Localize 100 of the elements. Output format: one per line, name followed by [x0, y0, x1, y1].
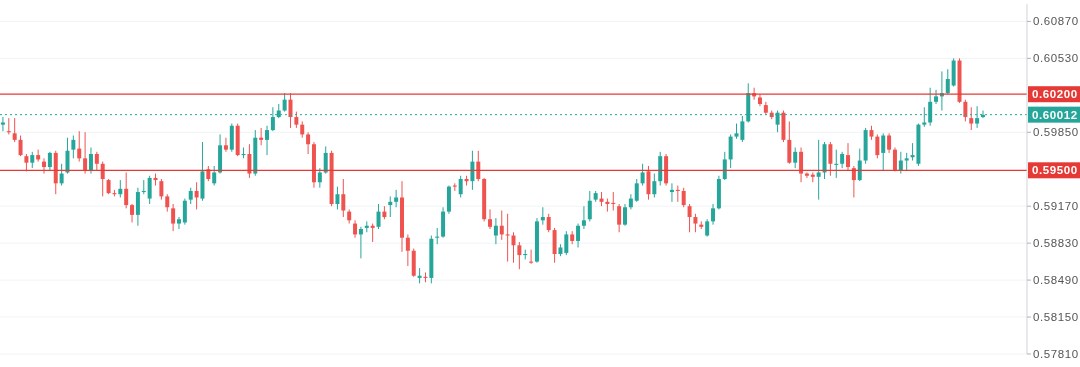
candlestick — [42, 157, 47, 175]
y-tick-label: 0.60870 — [1033, 15, 1079, 28]
candlestick — [945, 68, 950, 95]
candlestick — [652, 173, 657, 198]
candlestick — [177, 216, 181, 230]
candlestick — [36, 149, 41, 163]
candlestick — [628, 193, 633, 210]
candlestick — [159, 178, 164, 201]
candlestick — [77, 130, 82, 163]
candlestick — [141, 179, 146, 195]
candlestick — [288, 92, 293, 129]
candlestick — [499, 210, 504, 241]
candlestick — [587, 190, 592, 222]
candlestick — [47, 151, 52, 171]
candlestick — [394, 189, 399, 208]
candlestick — [405, 233, 410, 267]
candlestick — [388, 195, 393, 218]
candlestick — [787, 120, 792, 165]
candlestick — [816, 139, 821, 201]
candlestick — [581, 205, 586, 230]
candlestick — [423, 271, 428, 283]
y-tick-label: 0.57810 — [1033, 348, 1079, 361]
candlestick — [0, 116, 5, 132]
candlestick — [887, 132, 892, 154]
candlestick — [564, 230, 569, 256]
ref-line-label: 0.59500 — [1032, 164, 1078, 177]
candlestick — [94, 151, 99, 171]
candlestick — [493, 217, 498, 245]
candlestick — [212, 165, 217, 187]
candlestick — [323, 145, 328, 175]
candlestick — [963, 99, 968, 122]
candlestick — [458, 175, 463, 198]
candlestick — [646, 165, 651, 201]
y-tick-label: 0.59850 — [1033, 126, 1079, 139]
candlestick — [857, 148, 862, 182]
y-tick-label: 0.58490 — [1033, 274, 1079, 287]
candlestick — [229, 123, 234, 153]
ref-line-label: 0.60200 — [1032, 88, 1078, 101]
candlestick — [12, 117, 17, 143]
candlestick — [6, 117, 11, 135]
candlestick — [135, 187, 140, 227]
candlestick — [341, 178, 346, 218]
candlestick — [517, 241, 522, 270]
candlestick — [100, 161, 105, 197]
candlestick — [59, 163, 64, 187]
candlestick — [241, 146, 246, 159]
candlestick — [376, 203, 381, 230]
candlestick — [83, 131, 88, 175]
y-tick-label: 0.58830 — [1033, 237, 1079, 250]
candlestick — [182, 198, 187, 226]
y-tick-label: 0.58150 — [1033, 311, 1079, 324]
candlestick — [18, 135, 23, 157]
candlestick — [435, 227, 440, 245]
candlestick — [353, 219, 358, 239]
candlestick — [875, 133, 880, 159]
candlestick — [306, 131, 311, 155]
candlestick — [617, 203, 622, 233]
candlestick — [476, 150, 481, 182]
candlestick — [529, 249, 534, 265]
candlestick — [611, 191, 616, 212]
candlestick — [799, 146, 804, 183]
candlestick — [358, 226, 363, 259]
candlestick — [546, 213, 551, 233]
candlestick — [147, 175, 152, 205]
candlestick — [728, 133, 733, 169]
candlestick — [934, 89, 939, 105]
candlestick — [846, 142, 850, 171]
candlestick — [851, 165, 856, 198]
candlestick — [171, 203, 176, 232]
candlestick — [317, 167, 322, 189]
candlestick — [470, 150, 475, 191]
candlestick — [552, 227, 557, 264]
candlestick — [194, 181, 199, 210]
candlestick — [711, 203, 716, 226]
candlestick — [687, 203, 692, 233]
y-tick-label: 0.60530 — [1033, 52, 1079, 65]
candlestick — [881, 132, 886, 171]
candlestick — [71, 135, 76, 159]
candlestick — [722, 151, 727, 181]
candlestick — [223, 137, 228, 153]
candlestick — [634, 178, 639, 203]
candlestick — [247, 143, 252, 179]
candlestick — [130, 203, 135, 223]
candlestick — [124, 171, 129, 209]
candlestick — [265, 125, 270, 156]
candlestick — [88, 146, 93, 175]
y-tick-label: 0.59170 — [1033, 200, 1079, 213]
candlestick — [675, 185, 680, 203]
candlestick — [623, 203, 627, 227]
candlestick — [640, 163, 645, 187]
candlestick — [576, 223, 581, 248]
candlestick — [693, 213, 698, 233]
candlestick — [282, 92, 287, 113]
candlestick — [681, 187, 686, 208]
candlestick — [828, 141, 833, 177]
candlestick — [505, 213, 510, 263]
candlestick — [488, 208, 493, 230]
candlestick — [793, 146, 798, 169]
candlestick — [834, 149, 839, 179]
candlestick — [969, 106, 974, 131]
